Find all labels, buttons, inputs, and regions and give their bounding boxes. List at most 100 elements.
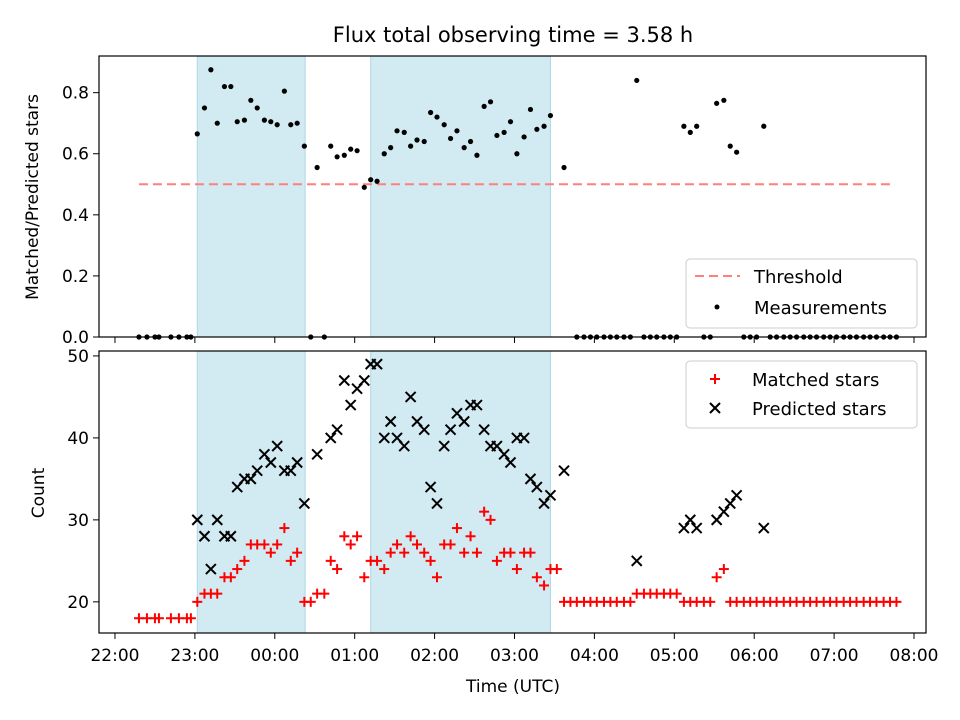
predicted-star-point xyxy=(378,432,390,444)
predicted-star-point xyxy=(251,464,263,477)
matched-star-point xyxy=(372,555,383,566)
measurement-point xyxy=(381,151,387,157)
ratio-y-axis-label: Matched/Predicted stars xyxy=(23,94,43,300)
matched-star-point xyxy=(485,514,496,525)
count-x-tick-label: 01:00 xyxy=(330,646,379,666)
matched-star-point xyxy=(305,596,316,607)
count-y-axis-label: Count xyxy=(29,467,49,518)
measurement-point xyxy=(368,177,374,183)
measurement-point xyxy=(547,112,554,119)
count-x-tick-label: 04:00 xyxy=(570,646,619,666)
ratio-legend-box xyxy=(685,258,918,329)
measurement-point xyxy=(334,154,340,160)
predicted-star-point xyxy=(358,374,370,387)
predicted-star-point xyxy=(471,399,483,411)
predicted-stars-points xyxy=(191,358,770,575)
predicted-star-point xyxy=(205,563,217,575)
predicted-star-point xyxy=(311,448,323,460)
count-y-tick-label: 40 xyxy=(67,429,89,449)
predicted-star-point xyxy=(398,440,410,452)
predicted-star-point xyxy=(444,423,457,436)
predicted-star-point xyxy=(498,448,510,460)
count-x-tick-label: 03:00 xyxy=(490,646,539,666)
matched-star-point xyxy=(625,596,636,607)
count-y-tick-label: 30 xyxy=(67,511,89,531)
count-observing-window xyxy=(196,350,306,634)
count-legend: Matched stars Predicted stars xyxy=(685,360,918,429)
measurement-point xyxy=(248,97,254,103)
predicted-star-point xyxy=(344,399,357,411)
measurement-point xyxy=(474,152,480,158)
measurement-point xyxy=(194,131,200,137)
predicted-star-point xyxy=(404,391,417,403)
count-y-tick-label: 20 xyxy=(67,593,89,613)
count-x-tick-label: 07:00 xyxy=(810,646,859,666)
ratio-observing-window xyxy=(370,55,551,338)
matched-star-point xyxy=(345,539,356,550)
matched-star-point xyxy=(379,564,390,575)
ratio-panel: 0.00.20.40.60.8 Matched/Predicted stars … xyxy=(23,55,927,348)
ratio-y-tick-label: 0.4 xyxy=(62,206,89,226)
predicted-star-point xyxy=(538,497,550,510)
matched-star-point xyxy=(212,588,223,599)
predicted-star-point xyxy=(424,481,437,493)
measurement-point xyxy=(328,143,334,149)
matched-star-point xyxy=(325,555,336,566)
measurement-point xyxy=(441,122,447,128)
matched-star-point xyxy=(392,539,403,550)
predicted-star-point xyxy=(225,530,237,542)
count-y-ticks: 20 30 40 50 xyxy=(67,347,99,613)
measurement-point xyxy=(461,145,467,151)
predicted-star-point xyxy=(558,464,570,477)
matched-star-point xyxy=(339,531,350,542)
legend-measurements-swatch xyxy=(714,304,720,310)
measurement-point xyxy=(721,97,727,103)
predicted-star-point xyxy=(384,415,397,428)
matched-star-point xyxy=(459,547,470,558)
predicted-star-point xyxy=(285,464,297,477)
measurement-point xyxy=(427,109,434,116)
measurement-point xyxy=(561,164,567,171)
matched-star-point xyxy=(419,547,430,558)
ratio-y-tick-label: 0.6 xyxy=(62,145,89,165)
predicted-star-point xyxy=(504,456,517,469)
measurement-point xyxy=(534,126,540,132)
ratio-y-tick-label: 0.2 xyxy=(62,267,89,287)
predicted-star-point xyxy=(191,514,203,526)
matched-star-point xyxy=(465,531,476,542)
measurement-point xyxy=(268,119,274,125)
predicted-star-point xyxy=(258,448,271,460)
predicted-star-point xyxy=(478,423,490,436)
measurement-point xyxy=(341,152,347,158)
matched-star-point xyxy=(192,596,203,607)
predicted-star-point xyxy=(245,473,257,485)
matched-star-point xyxy=(272,539,283,550)
measurement-point xyxy=(241,117,248,123)
measurement-point xyxy=(201,105,208,111)
measurement-point xyxy=(714,100,720,106)
measurement-point xyxy=(208,67,214,73)
measurement-point xyxy=(681,123,687,129)
measurement-point xyxy=(634,77,640,84)
predicted-star-point xyxy=(724,497,736,510)
measurement-point xyxy=(507,119,514,125)
matched-star-point xyxy=(431,572,442,583)
matched-star-point xyxy=(705,596,716,607)
matched-star-point xyxy=(153,613,164,624)
predicted-star-point xyxy=(518,432,530,444)
measurement-point xyxy=(221,83,228,90)
measurement-point xyxy=(254,105,260,111)
predicted-star-point xyxy=(325,432,337,444)
predicted-star-point xyxy=(458,415,470,428)
measurement-point xyxy=(374,178,380,184)
predicted-star-point xyxy=(338,374,351,387)
predicted-star-point xyxy=(198,530,211,542)
legend-matched-label: Matched stars xyxy=(752,370,879,391)
measurement-point xyxy=(454,128,460,134)
matched-star-point xyxy=(451,523,462,534)
count-observing-window xyxy=(370,350,551,634)
ratio-y-tick-label: 0.0 xyxy=(62,328,89,348)
measurement-point xyxy=(494,132,500,139)
matched-star-point xyxy=(239,555,250,566)
